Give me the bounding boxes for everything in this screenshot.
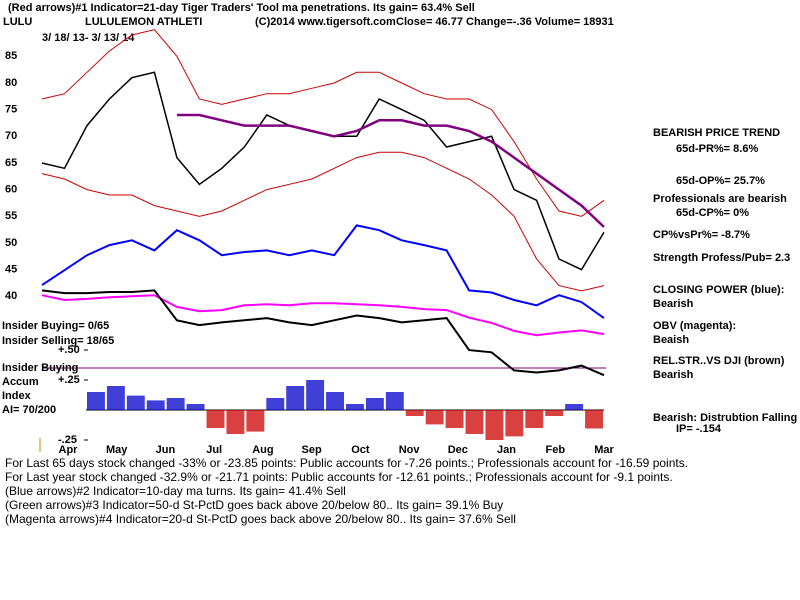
accum-bar [126,395,145,410]
accum-bar [385,392,404,410]
header-text: (C)2014 www.tigersoft.com [255,16,396,28]
y-tick-label: 75 [5,104,17,116]
header-text: LULU [3,16,32,28]
accum-bar [425,410,444,425]
left-note: Insider Buying= 0/65 [2,320,109,332]
series-line [41,294,605,337]
footer-text: (Green arrows)#3 Indicator=50-d St-PctD … [5,498,503,512]
side-note: 65d-PR%= 8.6% [676,143,758,155]
series-line [41,224,605,319]
x-tick-label: May [106,444,128,456]
accum-bar [106,386,125,410]
x-tick-label: Nov [399,444,421,456]
x-tick-label: Dec [448,444,468,456]
y-tick-label: 65 [5,157,17,169]
accum-bar [505,410,524,437]
accum-bar [445,410,464,428]
y-tick-label: 70 [5,130,17,142]
footer-text: For Last 65 days stock changed -33% or -… [5,456,688,470]
left-note: Insider Buying [2,362,78,374]
x-tick-label: Jun [156,444,176,456]
side-note: OBV (magenta): [653,320,736,332]
accum-bar [525,410,544,428]
series-line [41,29,605,217]
accum-bar [545,410,564,416]
header-text: LULULEMON ATHLETI [85,16,202,28]
x-tick-label: Sep [302,444,322,456]
footer-text: (Magenta arrows)#4 Indicator=20-d St-Pct… [5,512,516,526]
y-tick-label: 50 [5,237,17,249]
y-tick-label: 80 [5,77,17,89]
accum-bar [326,392,344,410]
y-tick-label: 40 [5,290,17,302]
side-note: 65d-CP%= 0% [676,207,749,219]
x-tick-label: Jul [206,444,222,456]
y-tick-label: 45 [5,264,17,276]
x-tick-label: Apr [59,444,79,456]
accum-bar [226,410,245,434]
side-note: CP%vsPr%= -8.7% [653,229,750,241]
x-tick-label: Oct [351,444,370,456]
footer-text: For Last year stock changed -32.9% or -2… [5,470,673,484]
accum-bar [585,410,603,429]
x-tick-label: Mar [594,444,614,456]
side-note: Professionals are bearish [653,193,787,205]
accum-bar [206,410,225,428]
accum-bar [465,410,484,434]
accum-bar [485,410,504,440]
accum-tick-label: +.25 [58,374,80,386]
side-note: REL.STR..VS DJI (brown) [653,355,785,367]
accum-bar [346,404,364,410]
chart-title: (Red arrows)#1 Indicator=21-day Tiger Tr… [8,2,475,14]
y-tick-label: 85 [5,50,17,62]
y-tick-label: 60 [5,184,17,196]
side-note: Strength Profess/Pub= 2.3 [653,252,790,264]
y-tick-label: 55 [5,210,17,222]
header-text: Close= 46.77 Change=-.36 Volume= 18931 [396,16,614,28]
accum-bar [266,398,285,410]
accum-tick-label: -.25 [58,434,77,446]
series-line [176,113,605,228]
side-note: BEARISH PRICE TREND [653,127,780,139]
footer-text: (Blue arrows)#2 Indicator=10-day ma turn… [5,484,346,498]
accum-bar [286,386,305,410]
accum-bar [186,404,205,410]
accum-tick-label: +.50 [58,344,80,356]
x-tick-label: Aug [252,444,273,456]
header-text: 3/ 18/ 13- 3/ 13/ 14 [42,32,135,44]
accum-bar [365,398,384,410]
left-note: Insider Selling= 18/65 [2,335,114,347]
accum-bar [146,400,165,410]
side-note: Bearish [653,369,694,381]
x-tick-label: Jan [497,444,516,456]
accum-bar [565,404,584,410]
series-line [41,151,605,292]
accum-bar [306,380,325,410]
x-tick-label: Feb [545,444,565,456]
accum-bar [246,410,265,432]
side-note: Beaish [653,334,689,346]
side-note: CLOSING POWER (blue): [653,284,784,296]
left-note: Accum [2,376,39,388]
side-note: 65d-OP%= 25.7% [676,175,765,187]
series-line [41,289,605,377]
left-note: Index [2,390,32,402]
side-note: IP= -.154 [676,423,722,435]
accum-bar [87,392,105,410]
accum-bar [166,398,185,410]
accum-bar [405,410,424,416]
side-note: Bearish [653,298,694,310]
side-note: Bearish: Distrubtion Falling [653,412,797,424]
left-note: AI= 70/200 [2,404,56,416]
